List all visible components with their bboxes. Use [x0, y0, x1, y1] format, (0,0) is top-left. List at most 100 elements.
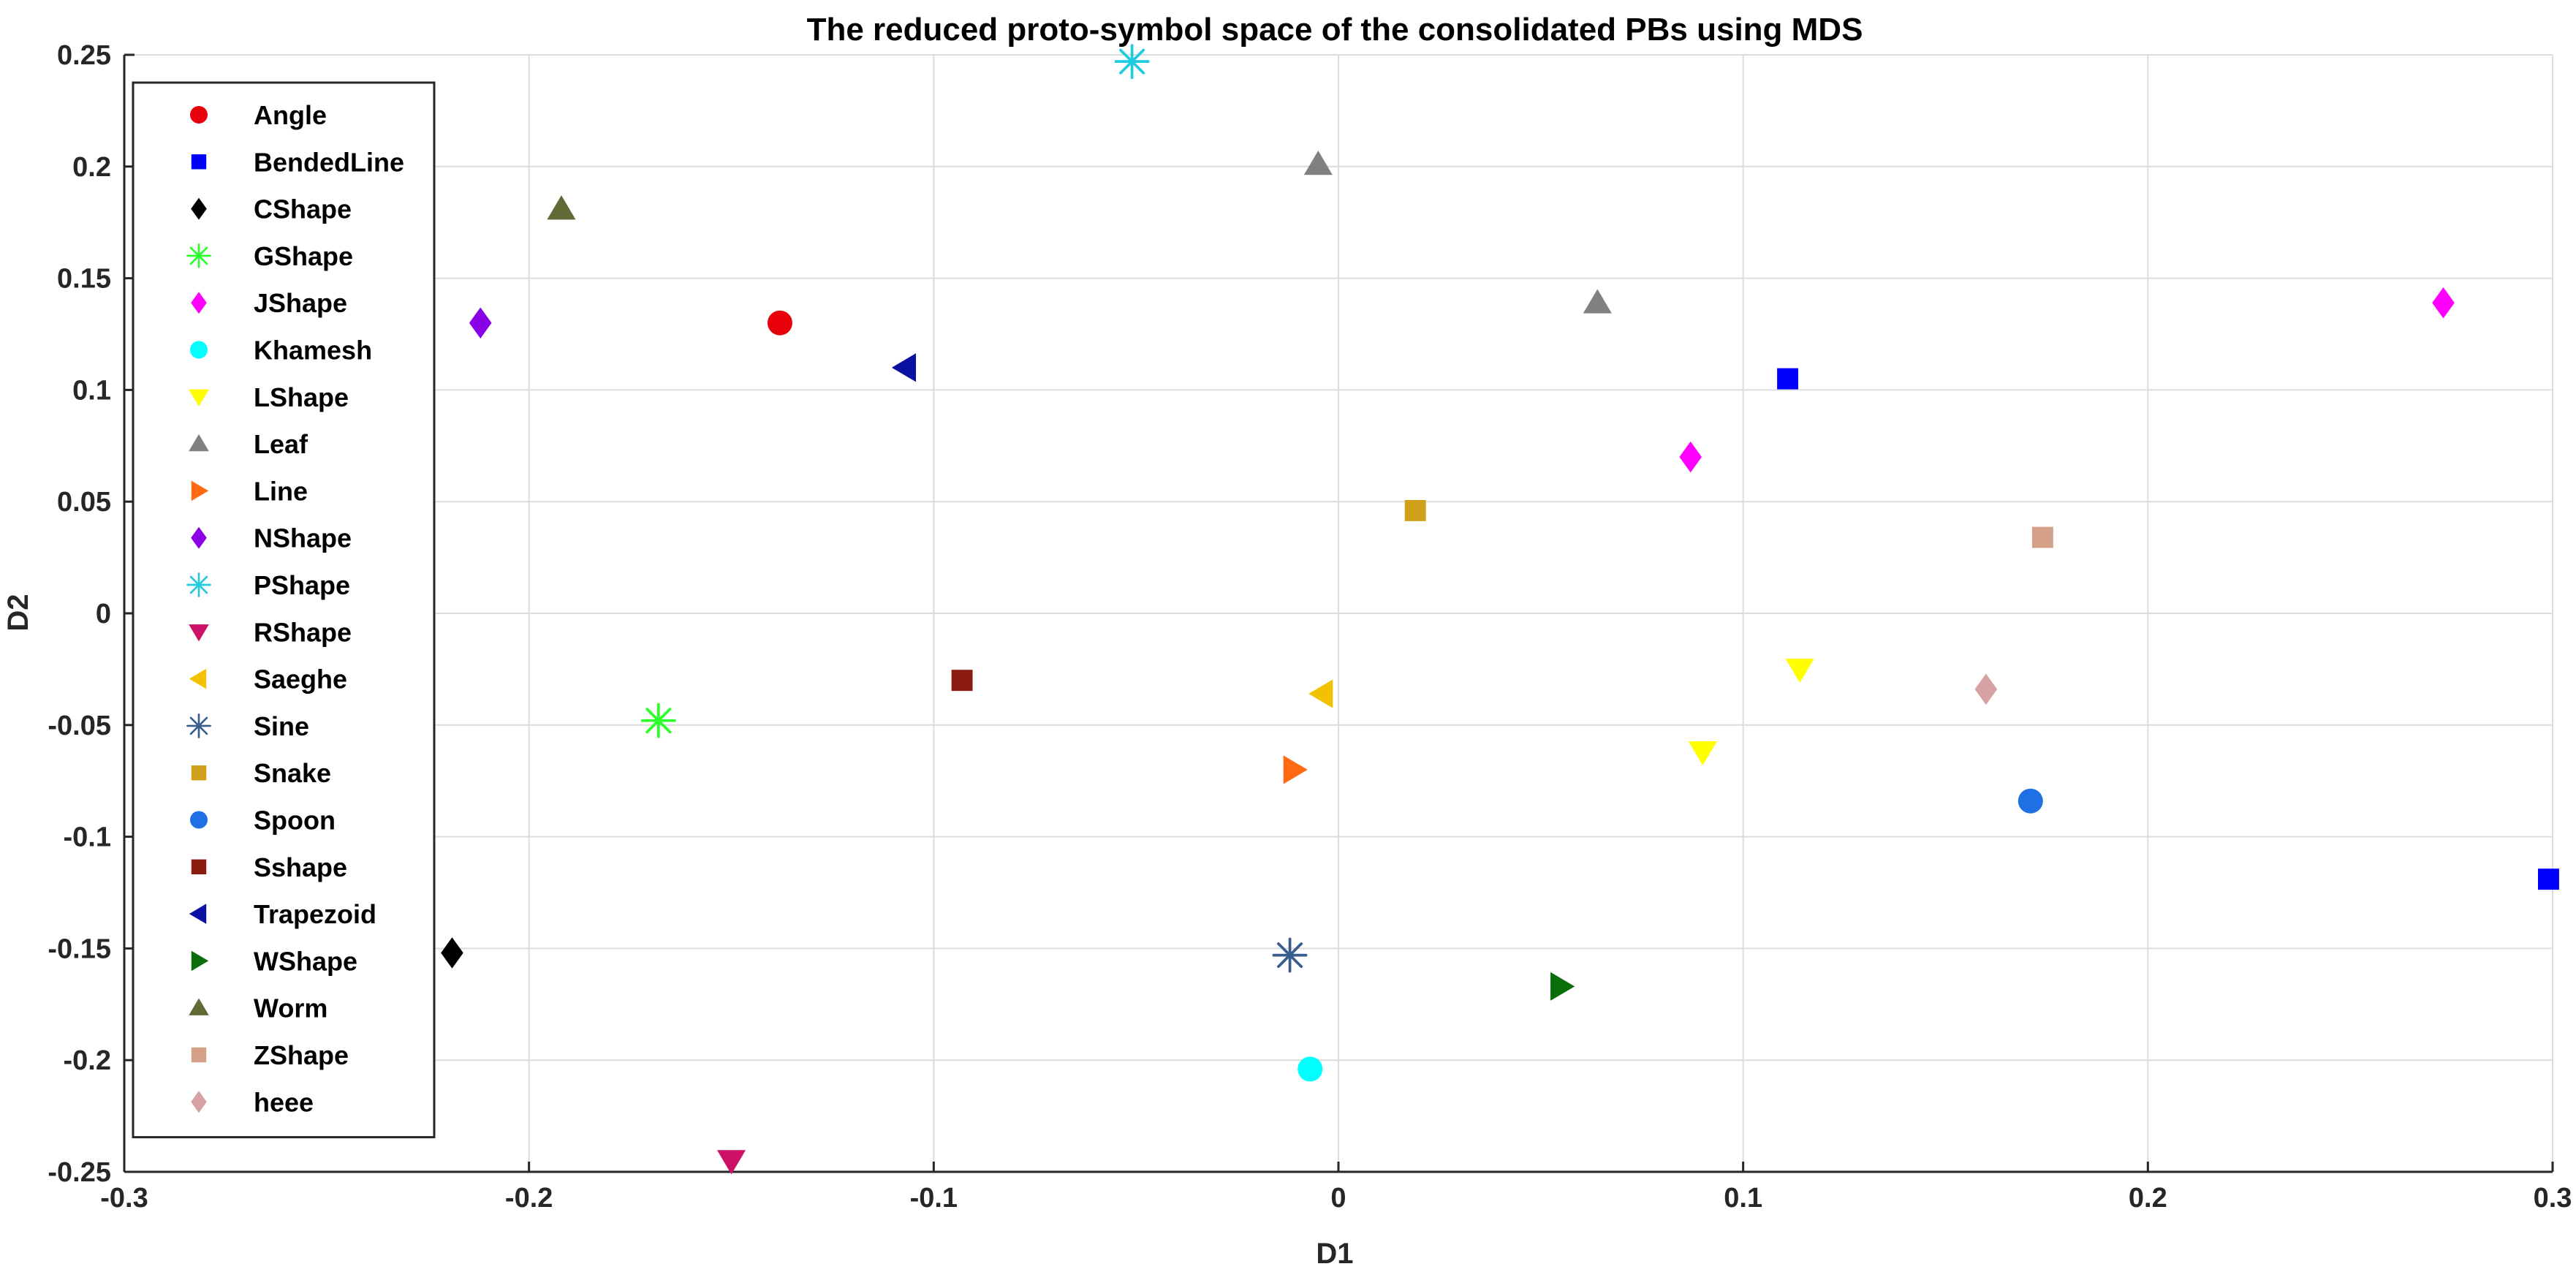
- legend-label: WShape: [254, 946, 357, 976]
- legend-marker: [191, 526, 207, 549]
- legend-marker: [190, 106, 208, 124]
- legend-label: Trapezoid: [254, 899, 376, 929]
- legend-label: LShape: [254, 382, 349, 412]
- legend-marker: [191, 480, 209, 501]
- legend-marker: [191, 154, 207, 170]
- x-tick-label: -0.2: [505, 1183, 553, 1214]
- legend-marker: [189, 434, 209, 452]
- legend-label: Sine: [254, 711, 309, 741]
- asterisk-stroke: [1277, 942, 1303, 969]
- data-point: [2018, 788, 2043, 814]
- legend-label: BendedLine: [254, 147, 404, 177]
- data-point: [1272, 937, 1308, 973]
- y-tick-label: -0.15: [48, 934, 111, 964]
- data-point: [1777, 368, 1799, 390]
- asterisk-stroke: [1119, 48, 1145, 75]
- x-tick-label: 0: [1330, 1183, 1346, 1214]
- legend-marker: [186, 243, 211, 268]
- legend-label: RShape: [254, 617, 352, 647]
- data-point: [1583, 289, 1612, 314]
- asterisk-stroke: [645, 708, 672, 734]
- legend-label: Snake: [254, 758, 331, 788]
- y-tick-label: 0.2: [72, 152, 111, 183]
- legend-label: Worm: [254, 993, 327, 1023]
- data-point: [716, 1150, 746, 1175]
- data-point: [2031, 526, 2053, 548]
- data-point: [469, 307, 492, 338]
- x-tick-label: -0.3: [100, 1183, 148, 1214]
- legend-marker: [189, 668, 207, 689]
- legend-marker: [190, 341, 208, 359]
- legend-label: CShape: [254, 194, 352, 224]
- legend-label: Line: [254, 476, 308, 506]
- legend-marker: [191, 859, 207, 874]
- data-point: [1550, 972, 1575, 1001]
- x-tick-label: -0.1: [910, 1183, 958, 1214]
- asterisk-stroke: [189, 575, 208, 594]
- data-point: [1688, 741, 1717, 766]
- legend-label: NShape: [254, 523, 352, 553]
- legend-marker: [190, 811, 208, 829]
- data-point: [2432, 287, 2455, 319]
- data-point: [767, 310, 792, 336]
- legend-marker: [189, 389, 209, 406]
- legend-label: GShape: [254, 241, 353, 271]
- legend-label: Saeghe: [254, 665, 347, 694]
- y-tick-label: 0.05: [57, 487, 111, 518]
- legend-marker: [186, 572, 211, 597]
- legend-marker: [191, 197, 207, 220]
- data-point: [1303, 151, 1333, 175]
- legend-box: [132, 81, 436, 1139]
- data-point: [891, 353, 917, 382]
- data-point: [640, 703, 676, 738]
- y-axis-label: D2: [2, 594, 34, 631]
- y-tick-label: -0.1: [64, 822, 111, 853]
- legend-label: PShape: [254, 570, 350, 600]
- legend-label: Sshape: [254, 852, 347, 882]
- legend-marker: [191, 765, 207, 781]
- data-point: [441, 937, 463, 969]
- data-point: [1283, 755, 1308, 784]
- data-point: [951, 670, 973, 692]
- legend-label: JShape: [254, 288, 347, 318]
- data-point: [2538, 868, 2559, 890]
- plot-area: -0.3 -0.2 -0.1 0 0.1 0.2 0.3 0.25 0.2 0.15 0.1 0.05…: [48, 40, 2572, 1214]
- legend-marker: [191, 1091, 207, 1113]
- legend-label: Khamesh: [254, 336, 372, 366]
- data-point: [547, 195, 576, 220]
- legend-marker: [189, 624, 209, 642]
- legend-marker: [189, 904, 207, 924]
- legend-marker: [191, 950, 209, 972]
- legend-marker: [189, 998, 209, 1015]
- y-tick-label: 0.1: [72, 375, 111, 406]
- legend: Angle BendedLine CShape GShape JShape Khamesh…: [132, 81, 436, 1139]
- data-point: [1785, 658, 1814, 684]
- data-point: [1679, 441, 1702, 473]
- y-tick-label: -0.25: [48, 1157, 111, 1188]
- x-tick-label: 0.2: [2129, 1183, 2167, 1214]
- legend-label: heee: [254, 1087, 314, 1117]
- data-point: [1114, 44, 1150, 80]
- asterisk-stroke: [189, 246, 208, 265]
- chart-title: The reduced proto-symbol space of the co…: [807, 12, 1863, 48]
- data-point: [1308, 679, 1333, 708]
- legend-label: Spoon: [254, 806, 336, 836]
- legend-marker: [191, 1047, 207, 1063]
- data-point: [1298, 1056, 1323, 1082]
- x-tick-label: 0.3: [2534, 1183, 2572, 1214]
- data-point: [1404, 499, 1426, 521]
- x-tick-label: 0.1: [1724, 1183, 1762, 1214]
- y-tick-label: 0.15: [57, 264, 111, 295]
- y-tick-label: -0.2: [64, 1045, 111, 1076]
- legend-label: ZShape: [254, 1040, 349, 1070]
- legend-label: Leaf: [254, 429, 308, 459]
- legend-label: Angle: [254, 100, 327, 130]
- legend-marker: [191, 292, 207, 314]
- asterisk-stroke: [189, 716, 208, 735]
- legend-marker: [186, 713, 211, 738]
- y-tick-label: 0.25: [57, 40, 111, 71]
- y-tick-label: -0.05: [48, 711, 111, 741]
- y-tick-label: 0: [96, 599, 111, 629]
- data-point: [1974, 673, 1998, 705]
